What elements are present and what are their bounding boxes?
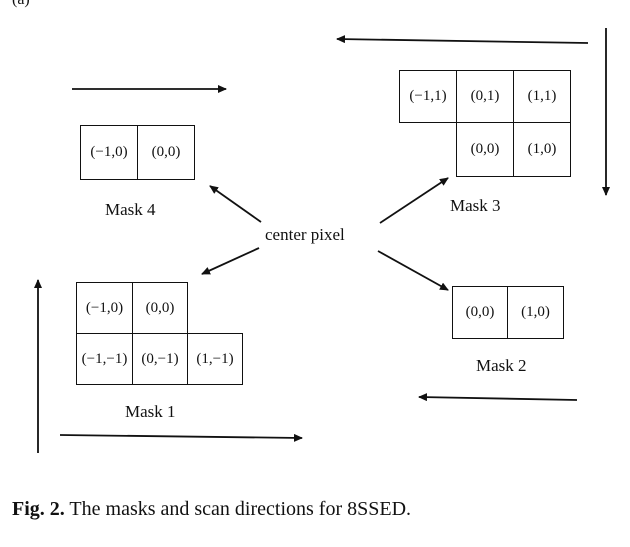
- mask1-label: Mask 1: [125, 402, 176, 421]
- scan-arrow-mask2: [418, 393, 578, 402]
- mask2-cell: (1,0): [507, 286, 564, 339]
- mask3-cell: (1,0): [513, 122, 571, 177]
- mask4-cell: (0,0): [137, 125, 195, 180]
- mask1-cell: (1,−1): [187, 333, 243, 385]
- pointer-to-mask1: [201, 247, 260, 275]
- figure-caption-text: The masks and scan directions for 8SSED.: [69, 498, 412, 520]
- pointer-to-mask3: [379, 177, 449, 224]
- pointer-to-mask4: [209, 185, 262, 223]
- pointer-to-mask2: [377, 250, 449, 291]
- scan-arrow-mask1-horizontal: [59, 433, 303, 442]
- top-fragment: (a): [12, 0, 30, 9]
- figure-caption: Fig. 2. The masks and scan directions fo…: [12, 498, 411, 521]
- mask3-label: Mask 3: [450, 196, 501, 215]
- mask4-label: Mask 4: [105, 200, 156, 219]
- mask2-label: Mask 2: [476, 356, 527, 375]
- center-pixel-label: center pixel: [265, 225, 345, 244]
- figure-number: Fig. 2.: [12, 498, 65, 520]
- scan-arrow-mask3-horizontal: [336, 35, 589, 44]
